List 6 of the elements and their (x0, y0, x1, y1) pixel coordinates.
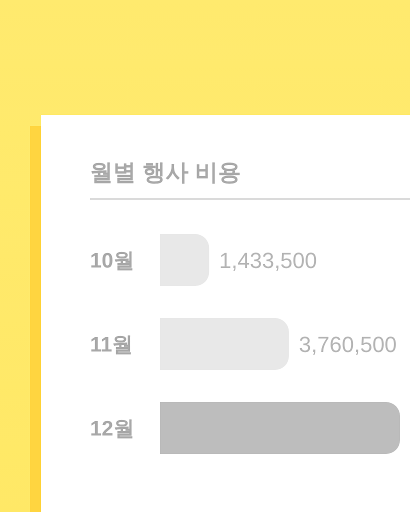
y-tick-label: 12월 (90, 418, 134, 441)
chart-title: 월별 행사 비용 (90, 159, 241, 185)
data-label: 3,760,500 (298, 332, 397, 357)
y-tick-label: 10월 (90, 250, 134, 273)
y-tick-label: 11월 (90, 334, 134, 357)
data-label: 1,433,500 (219, 248, 318, 273)
